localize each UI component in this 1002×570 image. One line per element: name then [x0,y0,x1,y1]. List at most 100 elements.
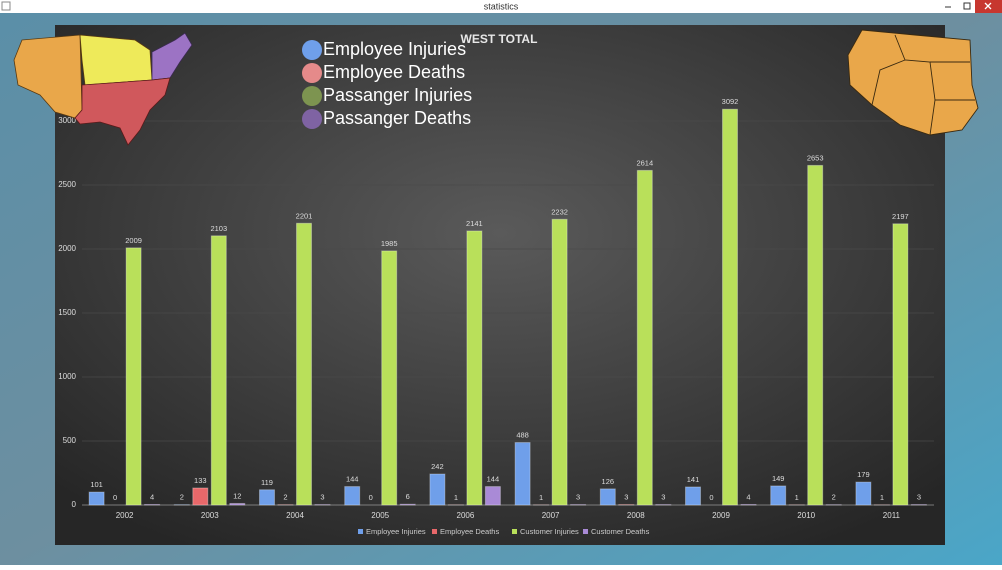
data-label: 1 [795,493,799,502]
legend-swatch [432,529,437,534]
data-label: 2 [180,493,184,502]
data-label: 4 [746,492,750,501]
bar [856,482,871,505]
data-label: 0 [113,493,117,502]
data-label: 144 [487,475,500,484]
overlay-legend-dot [302,40,322,60]
bar [893,224,908,505]
legend-swatch [512,529,517,534]
data-label: 3 [624,493,628,502]
chart-title: WEST TOTAL [461,32,538,46]
data-label: 12 [233,491,241,500]
data-label: 2614 [636,158,653,167]
window-title: statistics [484,1,519,11]
data-label: 133 [194,476,207,485]
data-label: 144 [346,475,359,484]
y-tick-label: 0 [72,500,77,509]
data-label: 179 [857,470,870,479]
x-tick-label: 2005 [371,511,389,520]
overlay-legend-label: Passanger Deaths [323,108,471,128]
bar [741,504,756,505]
legend-label: Customer Deaths [591,527,650,536]
x-tick-label: 2002 [116,511,134,520]
data-label: 2232 [551,207,568,216]
data-label: 2103 [210,224,227,233]
overlay-legend-dot [302,109,322,129]
x-tick-label: 2003 [201,511,219,520]
bar [515,443,530,505]
x-tick-label: 2011 [883,511,901,520]
bar [600,489,615,505]
y-tick-label: 500 [63,436,77,445]
x-tick-label: 2006 [457,511,475,520]
bar [400,504,415,505]
overlay-legend-dot [302,86,322,106]
data-label: 0 [709,493,713,502]
legend-swatch [358,529,363,534]
data-label: 1 [539,493,543,502]
overlay-legend-dot [302,63,322,83]
data-label: 2653 [807,153,824,162]
data-label: 3 [917,493,921,502]
bar [126,248,141,505]
data-label: 3 [661,493,665,502]
overlay-legend-label: Passanger Injuries [323,85,472,105]
overlay-legend: Employee Injuries Employee Deaths Passange… [302,39,472,129]
y-tick-label: 1000 [58,372,76,381]
y-tick-label: 1500 [58,308,76,317]
data-label: 6 [406,492,410,501]
bar [686,487,701,505]
overlay-legend-label: Employee Injuries [323,39,466,59]
data-label: 2197 [892,212,909,221]
bar [193,488,208,505]
bar [430,474,445,505]
x-tick-label: 2007 [542,511,560,520]
bar [260,490,275,505]
data-label: 3092 [722,97,739,106]
x-tick-label: 2008 [627,511,645,520]
bar [552,219,567,505]
bar [345,487,360,505]
data-label: 3 [576,493,580,502]
data-label: 119 [261,478,273,487]
data-label: 2009 [125,236,142,245]
data-label: 101 [90,480,103,489]
y-tick-label: 2000 [58,244,76,253]
data-label: 2141 [466,219,483,228]
bar [230,503,245,505]
bar [297,223,312,505]
legend-label: Customer Injuries [520,527,579,536]
bar [89,492,104,505]
legend-swatch [583,529,588,534]
data-label: 141 [687,475,700,484]
y-tick-label: 2500 [58,180,76,189]
data-label: 2201 [296,211,313,220]
bar [382,251,397,505]
data-label: 126 [602,477,615,486]
bar [485,487,500,505]
x-tick-label: 2004 [286,511,304,520]
legend-label: Employee Deaths [440,527,499,536]
bar [467,231,482,505]
data-label: 4 [150,492,154,501]
x-tick-label: 2009 [712,511,730,520]
legend-label: Employee Injuries [366,527,426,536]
data-label: 242 [431,462,444,471]
data-label: 149 [772,474,785,483]
x-tick-label: 2010 [797,511,815,520]
data-label: 1985 [381,239,398,248]
bar [211,236,226,505]
bar [723,109,738,505]
data-label: 488 [516,431,529,440]
overlay-legend-label: Employee Deaths [323,62,465,82]
data-label: 2 [832,493,836,502]
bar [145,504,160,505]
bar [637,170,652,505]
bar [808,165,823,505]
data-label: 3 [320,493,324,502]
data-label: 1 [454,493,458,502]
data-label: 0 [369,493,373,502]
data-label: 2 [283,493,287,502]
